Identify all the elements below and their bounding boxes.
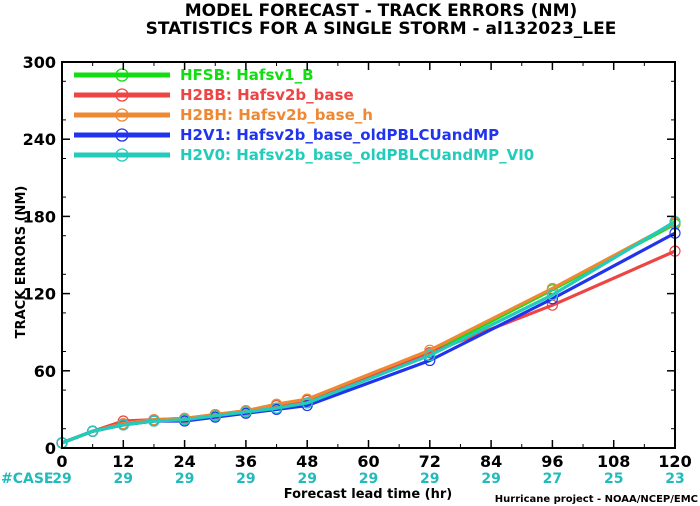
y-tick-label: 180 bbox=[23, 207, 56, 226]
legend-marker-4 bbox=[115, 148, 129, 162]
data-point-4 bbox=[424, 349, 436, 361]
y-tick-label: 0 bbox=[45, 439, 56, 458]
y-tick-label: 120 bbox=[23, 285, 56, 304]
x-tick-label: 108 bbox=[597, 452, 630, 471]
legend-label-0: HFSB: Hafsv1_B bbox=[180, 66, 314, 84]
legend-label-3: H2V1: Hafsv2b_base_oldPBLCUandMP bbox=[180, 126, 499, 144]
x-tick-label: 84 bbox=[480, 452, 502, 471]
series-line-2 bbox=[61, 221, 676, 445]
credit-text: Hurricane project - NOAA/NCEP/EMC bbox=[495, 494, 698, 505]
data-point-4 bbox=[240, 406, 252, 418]
data-point-4 bbox=[209, 410, 221, 422]
legend-label-4: H2V0: Hafsv2b_base_oldPBLCUandMP_VI0 bbox=[180, 146, 534, 164]
y-axis-label: TRACK ERRORS (NM) bbox=[14, 186, 29, 339]
x-tick-label: 48 bbox=[296, 452, 318, 471]
chart-title: MODEL FORECAST - TRACK ERRORS (NM) bbox=[185, 1, 578, 21]
case-count: 29 bbox=[175, 471, 194, 487]
case-count: 25 bbox=[604, 471, 623, 487]
case-count: 29 bbox=[359, 471, 378, 487]
case-count: 29 bbox=[52, 471, 71, 487]
chart-subtitle: STATISTICS FOR A SINGLE STORM - al132023… bbox=[146, 19, 617, 39]
data-point-4 bbox=[546, 289, 559, 301]
legend-label-1: H2BB: Hafsv2b_base bbox=[180, 86, 354, 104]
data-point-3 bbox=[301, 399, 313, 412]
data-point-4 bbox=[87, 425, 99, 437]
case-count: 27 bbox=[543, 471, 562, 487]
data-point-4 bbox=[148, 415, 160, 427]
legend-marker-1 bbox=[115, 88, 129, 102]
data-point-4 bbox=[270, 402, 283, 414]
case-count: 29 bbox=[481, 471, 500, 487]
case-count: 29 bbox=[236, 471, 255, 487]
x-tick-label: 24 bbox=[173, 452, 195, 471]
x-axis-label: Forecast lead time (hr) bbox=[284, 487, 452, 502]
legend-label-2: H2BH: Hafsv2b_base_h bbox=[180, 106, 373, 124]
x-tick-label: 12 bbox=[112, 452, 134, 471]
data-point-4 bbox=[301, 397, 313, 409]
legend-marker-0 bbox=[115, 68, 129, 82]
x-tick-label: 0 bbox=[56, 452, 67, 471]
series-line-4 bbox=[61, 220, 676, 445]
x-tick-label: 60 bbox=[357, 452, 379, 471]
data-point-4 bbox=[117, 419, 129, 431]
legend-marker-2 bbox=[115, 108, 129, 122]
x-tick-label: 72 bbox=[419, 452, 441, 471]
case-count: 29 bbox=[420, 471, 439, 487]
data-point-4 bbox=[179, 414, 191, 426]
case-count: 29 bbox=[297, 471, 316, 487]
y-tick-label: 240 bbox=[23, 130, 56, 149]
series-line-0 bbox=[61, 222, 676, 445]
x-tick-label: 120 bbox=[658, 452, 691, 471]
y-tick-label: 300 bbox=[23, 53, 56, 72]
y-tick-label: 60 bbox=[34, 362, 56, 381]
x-tick-label: 36 bbox=[235, 452, 257, 471]
case-count: 23 bbox=[665, 471, 684, 487]
legend-marker-3 bbox=[115, 128, 129, 142]
x-tick-label: 96 bbox=[541, 452, 563, 471]
case-label: #CASE bbox=[1, 471, 54, 487]
series-line-3 bbox=[61, 231, 676, 445]
case-count: 29 bbox=[114, 471, 133, 487]
